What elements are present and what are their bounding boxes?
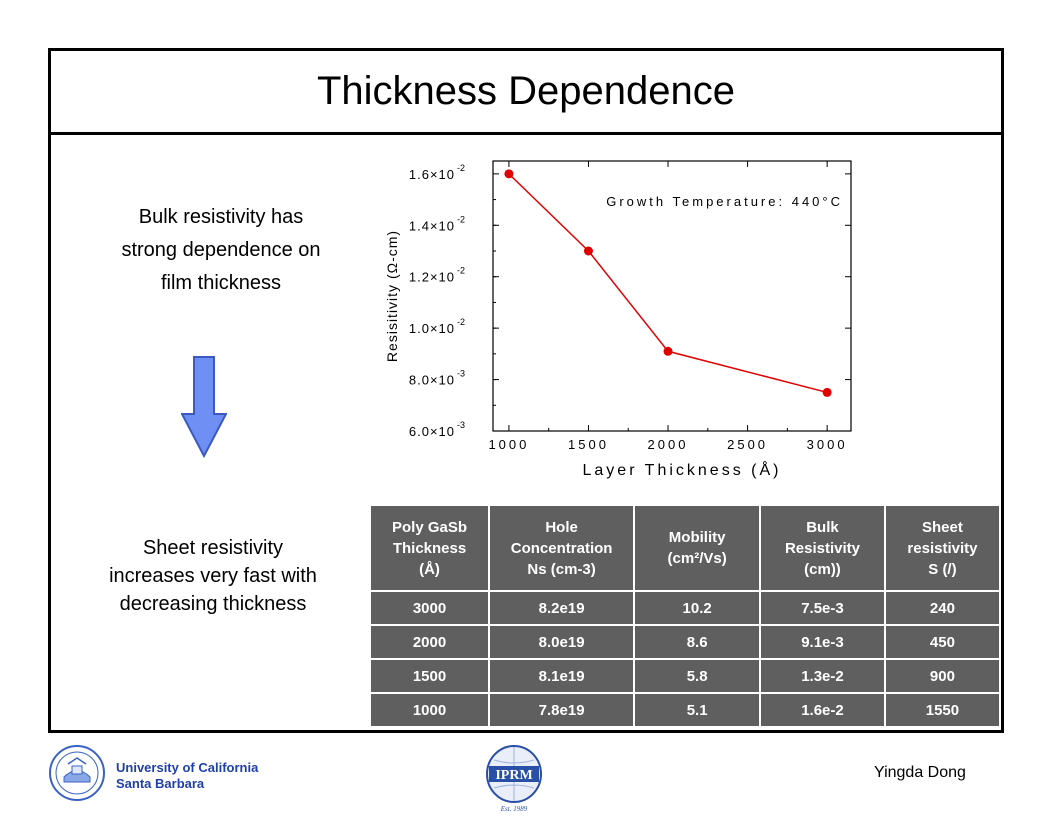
down-arrow-icon bbox=[181, 356, 227, 458]
header-bulk-line-2: Resistivity bbox=[784, 539, 860, 557]
table-row: 1500 8.1e19 5.8 1.3e-2 900 bbox=[371, 660, 999, 692]
y-tick-label: 1.4×10 bbox=[409, 218, 455, 233]
ucsb-line-1: University of California bbox=[116, 760, 259, 775]
cell-thickness: 2000 bbox=[371, 626, 489, 658]
cell-thickness: 1000 bbox=[371, 694, 489, 726]
y-tick-label: 8.0×10 bbox=[409, 373, 455, 388]
data-point bbox=[663, 346, 673, 356]
y-tick-label: 6.0×10 bbox=[409, 424, 455, 439]
data-point bbox=[822, 387, 832, 397]
sheet-text-line-1: Sheet resistivity bbox=[142, 537, 284, 559]
cell-bulk-resistivity: 9.1e-3 bbox=[761, 626, 884, 658]
cell-sheet-resistivity: 240 bbox=[885, 592, 999, 624]
y-tick-exponent: -3 bbox=[457, 420, 465, 430]
slide-frame: Thickness Dependence Bulk resistivity ha… bbox=[48, 48, 1004, 733]
x-tick-label: 3000 bbox=[807, 437, 848, 452]
header-bulk-line-1: Bulk bbox=[806, 518, 839, 536]
cell-mobility: 10.2 bbox=[635, 592, 760, 624]
x-axis-label: Layer Thickness (Å) bbox=[583, 460, 782, 479]
y-tick-label: 1.2×10 bbox=[409, 270, 455, 285]
growth-temperature-annotation: Growth Temperature: 440°C bbox=[606, 194, 843, 209]
iprm-text: IPRM bbox=[495, 768, 532, 783]
cell-sheet-resistivity: 1550 bbox=[885, 694, 999, 726]
header-sheet-line-2: resistivity bbox=[907, 539, 978, 557]
header-hole-concentration: Hole Concentration Ns (cm-3) bbox=[490, 506, 634, 590]
header-mobility-line-1: Mobility bbox=[668, 529, 726, 546]
x-tick-label: 1500 bbox=[568, 437, 609, 452]
y-tick-label: 1.6×10 bbox=[409, 167, 455, 182]
sheet-text-line-2: increases very fast with bbox=[109, 565, 317, 587]
iprm-est-text: Est. 1989 bbox=[500, 805, 528, 813]
series-line bbox=[508, 173, 828, 394]
cell-mobility: 5.8 bbox=[635, 660, 760, 692]
header-thickness: Poly GaSb Thickness (Å) bbox=[371, 506, 489, 590]
cell-thickness: 3000 bbox=[371, 592, 489, 624]
header-bulk-resistivity: Bulk Resistivity (cm)) bbox=[761, 506, 884, 590]
bulk-resistivity-text: Bulk resistivity has strong dependence o… bbox=[91, 201, 351, 300]
header-thickness-line-1: Poly GaSb bbox=[392, 518, 468, 536]
x-tick-label: 1000 bbox=[488, 437, 529, 452]
x-tick-label: 2000 bbox=[648, 437, 689, 452]
x-tick-label: 2500 bbox=[727, 437, 768, 452]
header-thickness-line-2: Thickness bbox=[392, 539, 467, 557]
bulk-text-line-2: strong dependence on bbox=[121, 239, 321, 261]
y-tick-exponent: -3 bbox=[457, 369, 465, 379]
ucsb-name: University of California Santa Barbara bbox=[116, 760, 258, 792]
ucsb-seal-logo bbox=[49, 745, 105, 801]
slide-title: Thickness Dependence bbox=[316, 69, 736, 113]
cell-bulk-resistivity: 1.3e-2 bbox=[761, 660, 884, 692]
y-tick-exponent: -2 bbox=[457, 214, 465, 224]
cell-sheet-resistivity: 450 bbox=[885, 626, 999, 658]
cell-hole-concentration: 8.1e19 bbox=[490, 660, 634, 692]
header-sheet-resistivity: Sheet resistivity S (/) bbox=[885, 506, 999, 590]
cell-sheet-resistivity: 900 bbox=[885, 660, 999, 692]
header-hole-line-3: Ns (cm-3) bbox=[527, 560, 596, 578]
bulk-text-line-3: film thickness bbox=[160, 272, 282, 294]
plot-frame bbox=[492, 160, 852, 432]
header-sheet-line-1: Sheet bbox=[922, 518, 963, 536]
cell-thickness: 1500 bbox=[371, 660, 489, 692]
table-row: 2000 8.0e19 8.6 9.1e-3 450 bbox=[371, 626, 999, 658]
data-point bbox=[583, 246, 593, 256]
y-tick-exponent: -2 bbox=[457, 163, 465, 173]
header-mobility-line-2: (cm²/Vs) bbox=[667, 550, 727, 567]
header-sheet-line-3: S (/) bbox=[928, 560, 957, 578]
resistivity-table: Poly GaSb Thickness (Å) Hole Concentrati… bbox=[369, 504, 1001, 728]
cell-mobility: 8.6 bbox=[635, 626, 760, 658]
title-bar: Thickness Dependence bbox=[51, 51, 1001, 135]
header-mobility: Mobility (cm²/Vs) bbox=[635, 506, 760, 590]
header-hole-line-2: Concentration bbox=[510, 539, 613, 557]
header-thickness-line-3: (Å) bbox=[419, 560, 440, 578]
table-row: 1000 7.8e19 5.1 1.6e-2 1550 bbox=[371, 694, 999, 726]
y-axis-label: Resisitivity (Ω-cm) bbox=[384, 230, 400, 362]
iprm-logo: IPRM Est. 1989 bbox=[486, 745, 542, 813]
table-row: 3000 8.2e19 10.2 7.5e-3 240 bbox=[371, 592, 999, 624]
cell-hole-concentration: 8.0e19 bbox=[490, 626, 634, 658]
header-hole-line-1: Hole bbox=[545, 518, 578, 536]
cell-hole-concentration: 8.2e19 bbox=[490, 592, 634, 624]
sheet-text-line-3: decreasing thickness bbox=[119, 593, 307, 615]
bulk-text-line-1: Bulk resistivity has bbox=[138, 206, 304, 228]
cell-bulk-resistivity: 1.6e-2 bbox=[761, 694, 884, 726]
sheet-resistivity-text: Sheet resistivity increases very fast wi… bbox=[73, 534, 353, 618]
y-tick-exponent: -2 bbox=[457, 317, 465, 327]
y-tick-exponent: -2 bbox=[457, 266, 465, 276]
ucsb-line-2: Santa Barbara bbox=[116, 776, 205, 791]
cell-mobility: 5.1 bbox=[635, 694, 760, 726]
data-point bbox=[504, 169, 514, 179]
cell-bulk-resistivity: 7.5e-3 bbox=[761, 592, 884, 624]
cell-hole-concentration: 7.8e19 bbox=[490, 694, 634, 726]
table-header-row: Poly GaSb Thickness (Å) Hole Concentrati… bbox=[371, 506, 999, 590]
header-bulk-line-3: (cm)) bbox=[804, 560, 841, 578]
y-tick-label: 1.0×10 bbox=[409, 321, 455, 336]
author-name: Yingda Dong bbox=[874, 764, 966, 781]
